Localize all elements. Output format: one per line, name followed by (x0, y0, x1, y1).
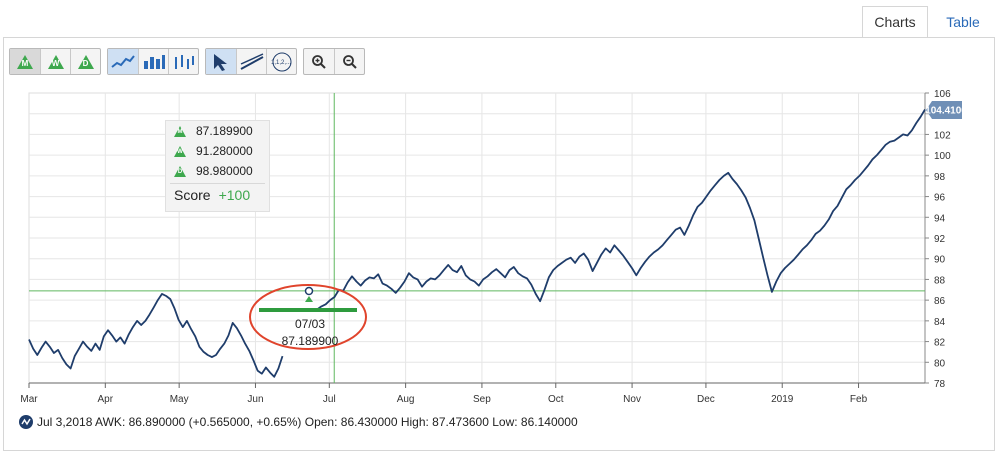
y-tick-label: 80 (934, 358, 946, 369)
zoom-in-icon (312, 54, 326, 69)
ohlc-chart-icon (174, 54, 194, 69)
highlight-circle (249, 284, 367, 350)
pointer-icon (214, 53, 227, 71)
zoom-group (303, 48, 365, 75)
x-tick-label: May (170, 394, 189, 405)
signal-toggle-group: M W D (9, 48, 101, 75)
monthly-signal-icon: M (174, 125, 186, 137)
weekly-signal-icon: W (174, 145, 186, 157)
daily-signal-icon: D (174, 165, 186, 177)
x-tick-label: Jul (323, 394, 336, 405)
score-label: Score (174, 187, 211, 203)
monthly-signal-icon: M (17, 54, 33, 69)
line-chart-icon (111, 54, 135, 68)
pointer-tool-button[interactable] (206, 49, 236, 74)
tab-table[interactable]: Table (946, 14, 980, 30)
y-tick-label: 100 (934, 151, 951, 162)
y-tick-label: 92 (934, 234, 946, 245)
signal-tooltip: M 87.189900 W 91.280000 D 98.980000 Scor… (165, 120, 270, 212)
trendline-icon (240, 52, 263, 70)
bar-chart-icon (143, 54, 165, 69)
chart-panel: M W D (3, 37, 995, 451)
tooltip-row-weekly: W 91.280000 (166, 141, 269, 161)
x-tick-label: Nov (623, 394, 641, 405)
y-tick-label: 106 (934, 89, 951, 100)
x-tick-label: Jun (247, 394, 263, 405)
tooltip-daily-value: 98.980000 (196, 164, 253, 178)
y-tick-label: 94 (934, 213, 946, 224)
fibonacci-tool-button[interactable]: 1,1,2,... (266, 49, 296, 74)
y-tick-label: 102 (934, 130, 951, 141)
daily-signal-icon: D (77, 54, 94, 69)
monthly-signal-button[interactable]: M (10, 49, 40, 74)
ticker-logo-icon (19, 415, 33, 429)
ohlc-chart-button[interactable] (168, 49, 198, 74)
zoom-out-button[interactable] (334, 49, 364, 74)
x-tick-label: Mar (20, 394, 38, 405)
chart-type-group (107, 48, 199, 75)
x-tick-label: 2019 (771, 394, 794, 405)
daily-signal-button[interactable]: D (70, 49, 100, 74)
zoom-out-icon (342, 54, 357, 69)
tooltip-weekly-value: 91.280000 (196, 144, 253, 158)
status-bar-text: Jul 3,2018 AWK: 86.890000 (+0.565000, +0… (37, 415, 578, 429)
tooltip-row-daily: D 98.980000 (166, 161, 269, 181)
price-series (28, 109, 926, 378)
x-tick-label: Sep (473, 394, 491, 405)
weekly-signal-icon: W (47, 54, 64, 69)
y-axis: 7880828486889092949698100102104106 (924, 89, 951, 390)
fibonacci-label-icon: 1,1,2,... (271, 52, 291, 71)
y-tick-label: 96 (934, 193, 946, 204)
marker-value: 87.189900 (282, 334, 339, 348)
line-chart-button[interactable] (108, 49, 138, 74)
y-tick-label: 88 (934, 275, 946, 286)
last-price-value: 104.4100 (925, 106, 967, 117)
tab-charts[interactable]: Charts (862, 6, 928, 38)
score-row: Score +100 (170, 183, 265, 206)
tooltip-row-monthly: M 87.189900 (166, 121, 269, 141)
x-axis: Mar Apr May Jun Jul Aug Sep Oct Nov Dec 2019 Feb (20, 382, 925, 405)
marker-date: 07/03 (295, 317, 325, 331)
price-line-segment-1 (28, 292, 284, 378)
drawing-tools-group: 1,1,2,... (205, 48, 297, 75)
zoom-in-button[interactable] (304, 49, 334, 74)
y-tick-label: 82 (934, 338, 946, 349)
y-tick-label: 98 (934, 172, 946, 183)
x-tick-label: Dec (697, 394, 715, 405)
score-value: +100 (218, 187, 251, 203)
chart-toolbar: M W D (9, 48, 365, 75)
x-tick-label: Feb (850, 394, 868, 405)
x-tick-label: Apr (98, 394, 114, 405)
bar-chart-button[interactable] (138, 49, 168, 74)
last-price-badge: 104.4100 (925, 101, 967, 119)
trendline-tool-button[interactable] (236, 49, 266, 74)
signal-triangle-icon (305, 296, 313, 302)
x-tick-label: Aug (397, 394, 415, 405)
tooltip-monthly-value: 87.189900 (196, 124, 253, 138)
chart-grid (28, 92, 926, 384)
view-tabs: Charts Table (862, 6, 998, 38)
y-tick-label: 84 (934, 317, 946, 328)
x-tick-label: Oct (548, 394, 564, 405)
weekly-signal-button[interactable]: W (40, 49, 70, 74)
y-tick-label: 86 (934, 296, 946, 307)
y-tick-label: 90 (934, 255, 946, 266)
status-bar: Jul 3,2018 AWK: 86.890000 (+0.565000, +0… (19, 415, 578, 429)
y-tick-label: 78 (934, 379, 946, 390)
crosshair-point (304, 286, 314, 296)
signal-marker: 07/03 87.189900 (249, 284, 367, 350)
fibonacci-label-text: 1,1,2,... (271, 60, 291, 66)
price-line-segment-2 (316, 109, 926, 311)
